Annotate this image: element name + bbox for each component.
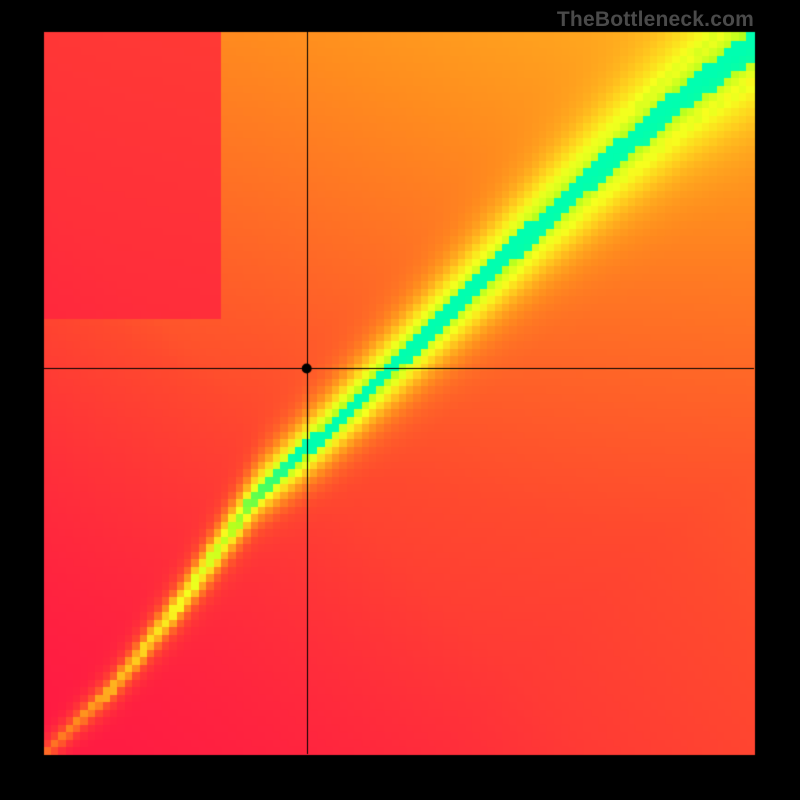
chart-container: TheBottleneck.com — [0, 0, 800, 800]
bottleneck-heatmap-canvas — [0, 0, 800, 800]
watermark-text: TheBottleneck.com — [557, 8, 754, 32]
